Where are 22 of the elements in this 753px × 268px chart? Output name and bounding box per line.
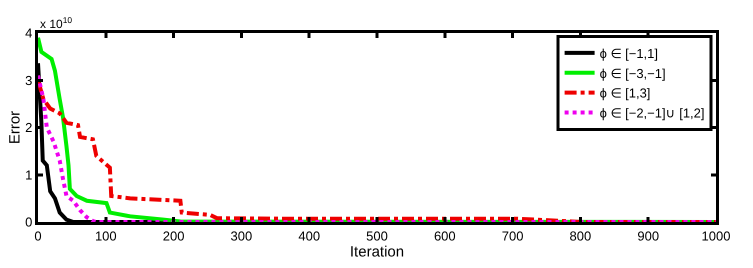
y-tick-label: 1 xyxy=(25,167,32,182)
x-axis-title: Iteration xyxy=(350,244,404,261)
legend-label: ϕ ∈ [1,3] xyxy=(600,86,650,101)
legend-label: ϕ ∈ [−3,−1] xyxy=(600,66,666,81)
x-tick-label: 200 xyxy=(162,228,184,244)
x-tick-label: 800 xyxy=(570,228,592,244)
y-tick-label: 0 xyxy=(25,214,32,230)
legend-label: ϕ ∈ [−1,1] xyxy=(600,46,658,61)
text: x 10$^{10}$ xyxy=(40,15,72,32)
x-tick-label: 700 xyxy=(502,228,524,244)
y-axis-title: Error xyxy=(6,110,24,144)
x-tick-label: 100 xyxy=(94,228,117,244)
y-tick-label: 4 xyxy=(25,26,32,41)
x-tick-label: 300 xyxy=(230,228,252,244)
x-tick-label: 500 xyxy=(366,228,388,244)
x-tick-label: 600 xyxy=(434,228,456,244)
x-tick-label: 400 xyxy=(298,228,320,244)
legend-label: ϕ ∈ [−2,−1]∪ [1,2] xyxy=(600,106,704,121)
x-tick-label: 1000 xyxy=(702,228,730,244)
y-tick-label: 2 xyxy=(25,120,32,136)
x-tick-label: 900 xyxy=(637,228,660,244)
y-tick-label: 3 xyxy=(25,72,32,88)
